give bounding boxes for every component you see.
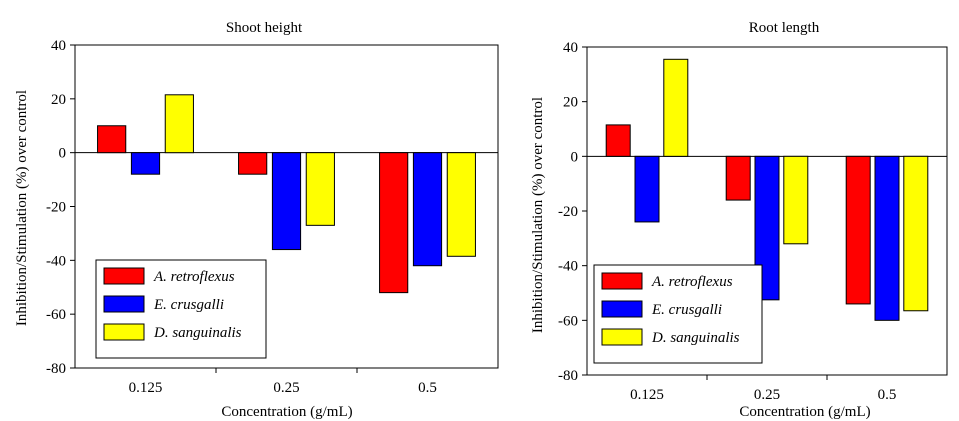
legend-label-series-d-sanguinalis: D. sanguinalis xyxy=(153,325,242,341)
bar-series-e-crusgalli xyxy=(412,152,443,267)
bar-series-a-retroflexus xyxy=(97,125,127,154)
legend: A. retroflexus E. crusgalli D. sanguinalis xyxy=(95,259,267,359)
bar-series-a-retroflexus xyxy=(238,152,268,175)
legend-swatch-series-d-sanguinalis xyxy=(601,328,643,346)
bar-series-d-sanguinalis xyxy=(903,155,929,312)
legend-swatch-series-e-crusgalli xyxy=(103,295,145,313)
y-tick-label: -40 xyxy=(558,259,578,275)
y-tick-label: 40 xyxy=(563,40,578,56)
bar-series-d-sanguinalis xyxy=(305,152,335,226)
bar-series-e-crusgalli xyxy=(874,155,900,321)
bar-series-d-sanguinalis xyxy=(663,58,689,157)
bar-series-d-sanguinalis xyxy=(446,152,476,257)
x-tick-label: 0.5 xyxy=(418,380,437,396)
bar-series-e-crusgalli xyxy=(271,152,302,251)
y-tick-label: 40 xyxy=(51,38,66,54)
legend-label-series-e-crusgalli: E. crusgalli xyxy=(153,297,224,313)
y-tick-label: 20 xyxy=(51,92,66,108)
y-tick-label: -60 xyxy=(46,307,66,323)
x-tick-label: 0.125 xyxy=(630,387,664,403)
y-tick-label: 0 xyxy=(571,149,579,165)
bar-series-a-retroflexus xyxy=(845,155,871,305)
bar-series-d-sanguinalis xyxy=(164,94,194,154)
y-tick-label: -20 xyxy=(46,200,66,216)
x-tick-label: 0.5 xyxy=(878,387,897,403)
bar-series-e-crusgalli xyxy=(634,155,660,223)
y-axis-label: Inhibition/Stimulation (%) over control xyxy=(14,90,30,326)
legend-label-series-a-retroflexus: A. retroflexus xyxy=(651,274,733,290)
y-tick-label: -60 xyxy=(558,313,578,329)
x-tick-label: 0.25 xyxy=(273,380,299,396)
legend-swatch-series-a-retroflexus xyxy=(103,267,145,285)
bar-series-e-crusgalli xyxy=(754,155,780,301)
x-axis-label: Concentration (g/mL) xyxy=(739,404,870,420)
bar-series-e-crusgalli xyxy=(130,152,161,175)
y-tick-label: -20 xyxy=(558,204,578,220)
y-tick-label: -40 xyxy=(46,253,66,269)
chart-title: Root length xyxy=(749,20,820,36)
x-axis-label: Concentration (g/mL) xyxy=(221,404,352,420)
legend-swatch-series-e-crusgalli xyxy=(601,300,643,318)
x-tick-label: 0.125 xyxy=(129,380,163,396)
bar-series-a-retroflexus xyxy=(725,155,751,201)
chart-shoot-height: Shoot height Concentration (g/mL) Inhibi… xyxy=(14,20,499,420)
legend-swatch-series-a-retroflexus xyxy=(601,272,643,290)
y-axis-label: Inhibition/Stimulation (%) over control xyxy=(530,97,546,333)
chart-title: Shoot height xyxy=(226,20,303,36)
bar-series-a-retroflexus xyxy=(605,124,631,157)
y-tick-label: -80 xyxy=(46,361,66,377)
bar-series-a-retroflexus xyxy=(379,152,409,294)
legend: A. retroflexus E. crusgalli D. sanguinalis xyxy=(593,264,763,364)
legend-label-series-e-crusgalli: E. crusgalli xyxy=(651,302,722,318)
y-tick-label: 0 xyxy=(59,146,67,162)
bar-series-d-sanguinalis xyxy=(783,155,809,245)
legend-label-series-d-sanguinalis: D. sanguinalis xyxy=(651,330,740,346)
x-tick-label: 0.25 xyxy=(754,387,780,403)
y-tick-label: -80 xyxy=(558,368,578,384)
chart-root-length: Root length Concentration (g/mL) Inhibit… xyxy=(530,20,948,420)
legend-swatch-series-d-sanguinalis xyxy=(103,323,145,341)
y-tick-label: 20 xyxy=(563,95,578,111)
legend-label-series-a-retroflexus: A. retroflexus xyxy=(153,269,235,285)
